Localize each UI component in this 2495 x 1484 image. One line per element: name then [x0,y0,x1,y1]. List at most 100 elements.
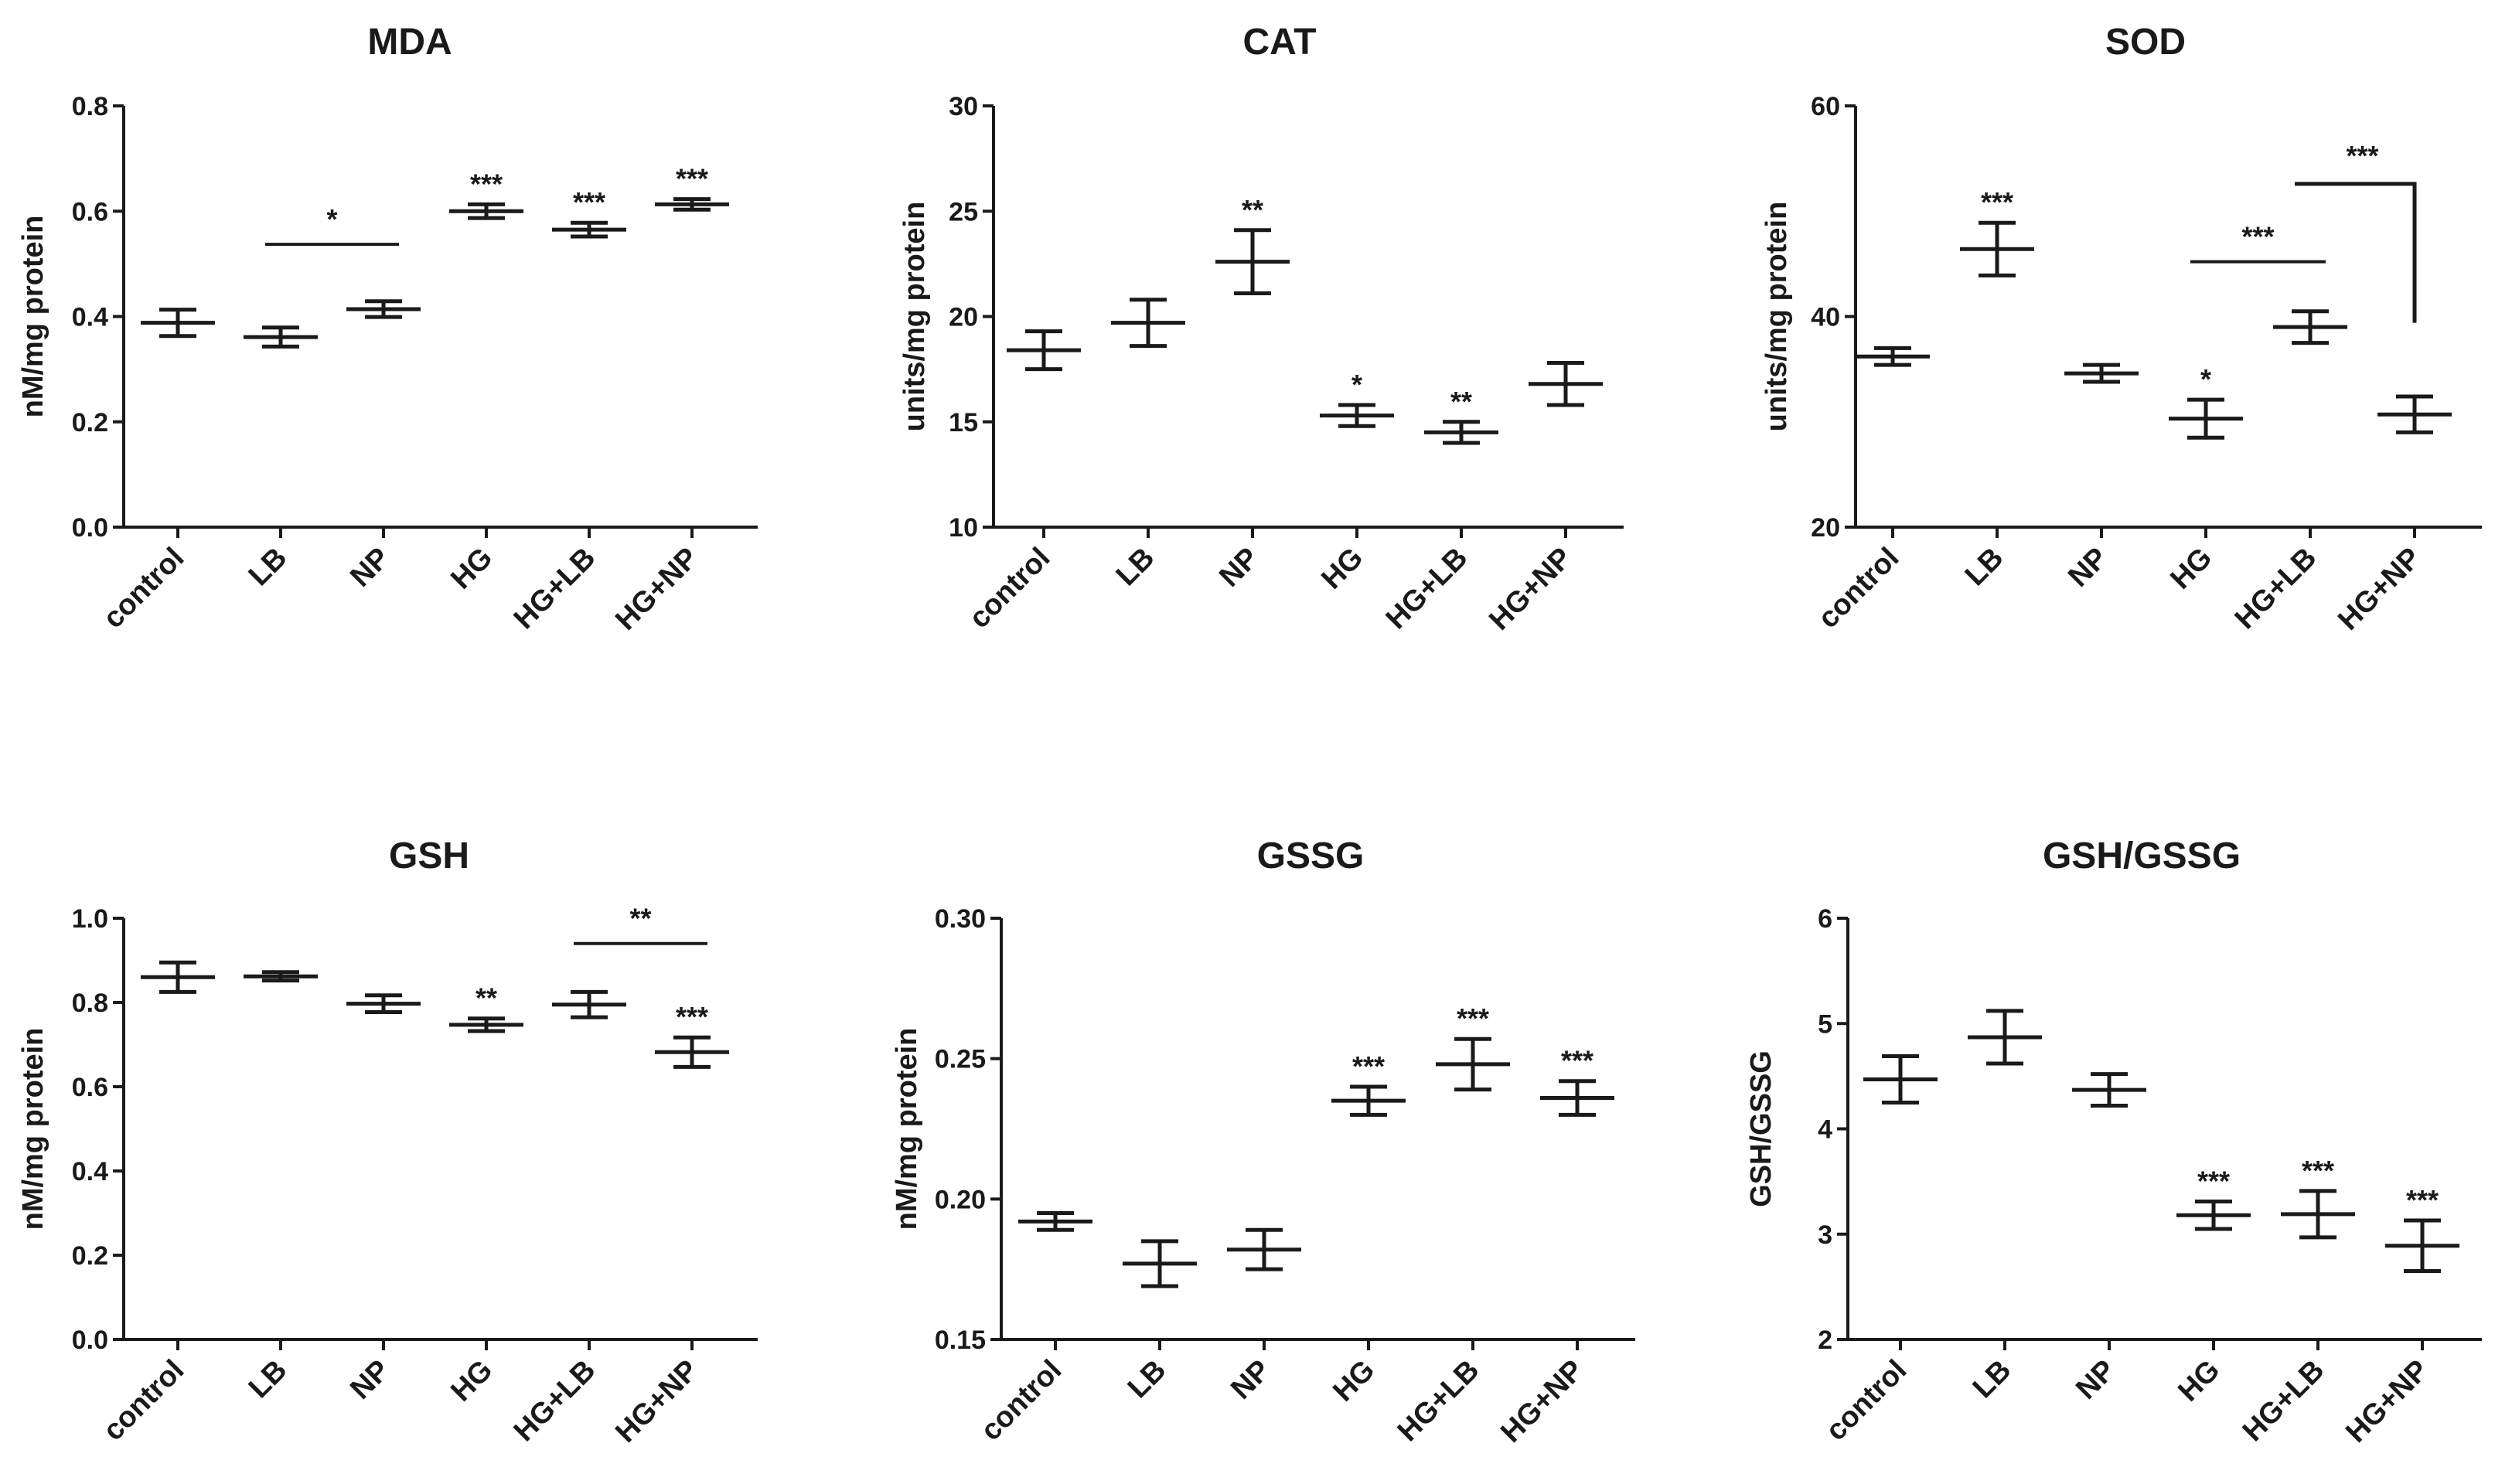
category-label: HG+NP [1483,542,1578,637]
significance-label: ** [1450,386,1472,417]
y-axis-label: nM/mg protein [891,1028,923,1230]
comparison-elbow [2295,182,2417,323]
y-tick-label: 0.6 [72,197,108,226]
category-label: HG [445,1354,499,1408]
panel-mda: MDA nM/mg protein 0.0 0.2 0.4 0.6 0.8 control LB… [17,22,758,637]
y-tick-label: 0.2 [72,408,108,437]
y-axis-label: units/mg protein [898,202,931,432]
y-tick-label: 20 [1811,513,1840,543]
significance-label: *** [1352,1050,1385,1082]
y-tick-label: 40 [1811,303,1840,332]
panel-gsh-gssg: GSH/GSSG GSH/GSSG 2 3 4 5 6 control LB NP HG *** HG+… [1745,836,2482,1449]
y-tick-label: 4 [1818,1115,1832,1145]
y-tick-label: 60 [1811,92,1840,121]
category-label: control [1820,1354,1914,1448]
category-label: HG+LB [1392,1354,1486,1448]
significance-label: *** [1561,1045,1593,1077]
y-tick-label: 10 [949,513,978,543]
category-label: HG+LB [2237,1354,2331,1448]
significance-label: * [1351,369,1362,400]
category-label: NP [344,542,396,594]
y-tick-label: 0.2 [72,1241,108,1271]
category-label: NP [1213,542,1265,594]
significance-label: *** [470,168,503,199]
category-label: HG [445,542,499,596]
bracket-label: * [326,203,337,235]
y-tick-label: 0.8 [72,989,108,1018]
category-label: HG [1327,1354,1381,1408]
y-tick-label: 0.0 [72,513,108,543]
significance-label: *** [573,186,605,218]
bracket-label: *** [2346,140,2378,172]
y-tick-label: 25 [949,197,978,226]
y-tick-label: 0.20 [935,1185,986,1214]
y-tick-label: 0.0 [72,1326,108,1355]
category-label: control [1812,542,1906,635]
significance-label: *** [2302,1155,2334,1186]
category-label: NP [344,1354,396,1406]
category-label: LB [243,1354,294,1405]
category-label: LB [1110,542,1161,593]
category-label: HG+NP [609,1354,704,1449]
category-label: HG [2172,1354,2226,1408]
y-tick-label: 30 [949,92,978,121]
chart-title: GSH/GSSG [2043,836,2241,876]
category-label: HG [1315,542,1369,596]
y-axis-label: nM/mg protein [17,1028,49,1230]
category-label: control [975,1354,1069,1448]
category-label: NP [1225,1354,1276,1406]
category-label: HG+NP [2332,542,2427,637]
chart-title: GSH [389,836,469,876]
category-label: HG [2164,542,2218,596]
y-tick-label: 20 [949,303,978,332]
y-tick-label: 3 [1818,1220,1832,1250]
significance-label: * [2200,363,2211,395]
y-tick-label: 6 [1818,904,1832,934]
y-axis-label: units/mg protein [1760,202,1793,432]
category-label: control [97,542,191,635]
y-tick-label: 5 [1818,1009,1832,1039]
y-tick-label: 2 [1818,1326,1832,1355]
y-tick-label: 0.6 [72,1073,108,1102]
significance-label: *** [1981,186,2013,218]
y-axis-label: GSH/GSSG [1745,1050,1778,1207]
significance-label: *** [676,1001,708,1033]
category-label: HG+NP [609,542,704,637]
y-tick-label: 0.8 [72,92,108,121]
panel-gssg: GSSG nM/mg protein 0.15 0.20 0.25 0.30 control… [891,836,1635,1449]
panel-cat: CAT units/mg protein 10 15 20 25 30 control LB NP… [898,22,1624,637]
panel-sod: SOD units/mg protein 20 40 60 control LB *** NP H… [1760,22,2482,637]
category-label: HG+LB [1380,542,1474,636]
significance-label: *** [676,163,708,195]
significance-label: *** [1457,1002,1489,1034]
bracket-label: *** [2241,221,2274,253]
category-label: LB [1122,1354,1173,1405]
chart-title: CAT [1242,22,1316,63]
category-label: LB [1959,542,2010,593]
y-tick-label: 0.4 [72,1157,108,1186]
chart-title: MDA [367,22,452,63]
category-label: NP [2070,1354,2122,1406]
category-label: HG+NP [1495,1354,1590,1449]
y-tick-label: 0.15 [935,1326,986,1355]
category-label: HG+NP [2340,1354,2435,1449]
category-label: HG+LB [2229,542,2323,636]
y-tick-label: 15 [949,408,978,437]
panel-gsh: GSH nM/mg protein 0.0 0.2 0.4 0.6 0.8 1.0 contro… [17,836,758,1449]
category-label: NP [2062,542,2114,594]
y-tick-label: 0.25 [935,1045,986,1074]
y-axis-label: nM/mg protein [17,216,49,418]
chart-title: SOD [2105,22,2186,63]
category-label: LB [243,542,294,593]
category-label: HG+LB [508,542,602,636]
category-label: HG+LB [508,1354,602,1448]
significance-label: *** [2197,1166,2230,1197]
significance-label: ** [475,982,497,1014]
category-label: LB [1967,1354,2018,1405]
y-tick-label: 0.4 [72,303,108,332]
category-label: control [97,1354,191,1448]
significance-label: *** [2406,1184,2439,1216]
category-label: control [963,542,1057,635]
y-tick-label: 1.0 [72,904,108,934]
significance-label: ** [1242,194,1263,226]
